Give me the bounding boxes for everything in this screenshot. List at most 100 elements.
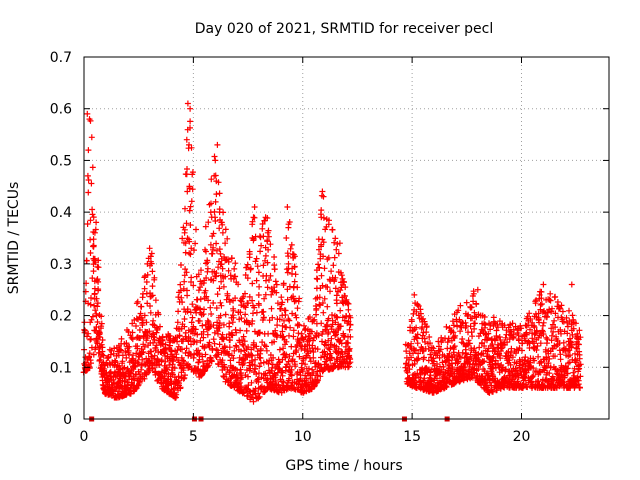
data-point xyxy=(149,283,156,290)
data-point xyxy=(147,303,153,309)
data-point xyxy=(283,351,290,358)
data-point xyxy=(547,297,554,304)
data-point xyxy=(308,328,315,335)
data-point-peak xyxy=(186,183,193,190)
data-point xyxy=(99,344,106,351)
data-point xyxy=(237,309,244,316)
data-point xyxy=(296,353,303,360)
data-point xyxy=(211,208,218,215)
data-point xyxy=(288,366,295,373)
data-point xyxy=(91,290,98,297)
data-point xyxy=(188,198,195,205)
data-point xyxy=(492,357,499,364)
data-point xyxy=(446,350,453,357)
y-axis-ticks: 0 0.1 0.2 0.3 0.4 0.5 0.6 0.7 xyxy=(50,50,609,428)
data-point xyxy=(85,177,92,183)
data-point xyxy=(93,324,100,330)
data-point xyxy=(490,388,496,395)
data-point xyxy=(123,340,130,347)
data-point xyxy=(197,284,204,291)
data-point xyxy=(345,306,352,313)
data-point-peak xyxy=(148,250,155,257)
data-point xyxy=(86,365,93,372)
data-point xyxy=(186,207,193,214)
data-point-peak xyxy=(250,214,257,221)
data-point xyxy=(275,365,282,372)
data-point xyxy=(478,326,485,333)
data-point xyxy=(342,293,348,299)
data-point xyxy=(93,295,100,302)
data-point xyxy=(96,356,103,363)
data-point xyxy=(546,296,553,303)
data-point xyxy=(279,328,286,335)
data-point xyxy=(110,387,117,394)
data-point-peak xyxy=(211,172,218,179)
data-point xyxy=(208,200,214,207)
data-point xyxy=(188,319,195,326)
data-point xyxy=(310,354,317,361)
data-point xyxy=(515,337,522,344)
data-point xyxy=(204,317,211,324)
data-point-peak xyxy=(91,229,98,236)
data-point-peak xyxy=(186,141,192,148)
data-point xyxy=(557,326,564,333)
data-point xyxy=(187,118,194,125)
data-point xyxy=(136,327,143,333)
data-point xyxy=(89,313,96,320)
data-point xyxy=(451,343,458,350)
data-point xyxy=(450,346,457,353)
data-point xyxy=(214,347,221,354)
data-point xyxy=(577,334,584,341)
data-point xyxy=(230,307,237,314)
x-tick-label: 5 xyxy=(189,429,198,445)
data-point xyxy=(273,289,280,296)
data-point xyxy=(436,354,443,361)
data-point xyxy=(216,341,223,348)
data-point xyxy=(251,304,258,311)
data-point xyxy=(546,355,553,362)
data-point xyxy=(256,393,263,400)
data-point xyxy=(260,233,267,240)
data-point xyxy=(507,361,514,368)
data-point xyxy=(267,272,274,279)
data-point xyxy=(162,341,169,348)
data-point xyxy=(569,312,576,319)
data-point xyxy=(286,332,292,339)
data-point xyxy=(174,319,181,326)
data-point xyxy=(345,340,352,347)
data-point xyxy=(288,241,295,248)
data-point xyxy=(347,359,354,366)
data-point xyxy=(465,337,472,344)
data-point xyxy=(291,278,298,285)
data-point xyxy=(238,348,244,355)
data-point xyxy=(540,331,547,337)
data-point xyxy=(143,319,150,326)
data-point xyxy=(404,369,411,376)
data-point xyxy=(575,366,582,373)
data-point xyxy=(306,314,313,321)
data-point xyxy=(262,252,269,259)
y-tick-label: 0.1 xyxy=(50,360,72,376)
data-point xyxy=(489,341,496,348)
data-point xyxy=(325,337,332,344)
data-point xyxy=(286,353,293,360)
data-point xyxy=(569,341,576,348)
data-point xyxy=(138,366,145,373)
data-point xyxy=(155,311,162,318)
data-point xyxy=(263,343,269,350)
data-point xyxy=(468,304,475,311)
data-point xyxy=(184,287,190,294)
data-point xyxy=(291,263,298,270)
data-point xyxy=(182,249,189,256)
data-point xyxy=(529,319,536,326)
data-point xyxy=(316,246,322,253)
data-point xyxy=(253,371,260,377)
data-point xyxy=(471,345,478,352)
data-point-peak xyxy=(218,219,225,226)
data-point xyxy=(178,262,184,268)
data-point xyxy=(521,373,528,380)
data-point xyxy=(177,281,184,288)
data-point xyxy=(566,352,573,359)
data-point xyxy=(310,349,317,355)
data-point xyxy=(309,366,316,373)
